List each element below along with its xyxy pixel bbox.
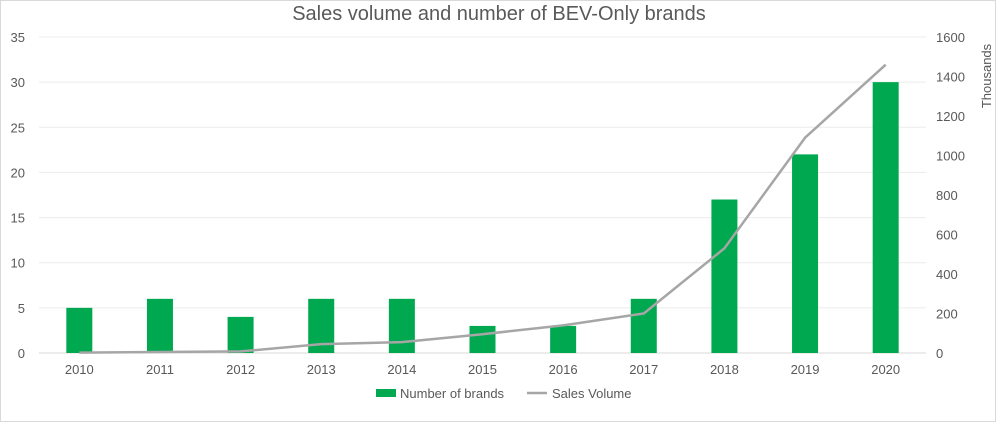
x-axis: 2010 2011 2012 2013 2014 2015 2016 2017 2018 2019… bbox=[65, 362, 900, 377]
x-tick-label: 2016 bbox=[549, 362, 578, 377]
bar bbox=[66, 307, 93, 353]
gridlines bbox=[39, 36, 926, 354]
x-tick-label: 2017 bbox=[629, 362, 658, 377]
x-tick-label: 2011 bbox=[146, 362, 174, 377]
bar bbox=[872, 82, 899, 354]
right-tick-label: 0 bbox=[936, 346, 943, 361]
bar bbox=[227, 316, 254, 353]
x-tick-label: 2018 bbox=[710, 362, 739, 377]
right-tick-label: 200 bbox=[936, 307, 958, 322]
bar-series bbox=[66, 82, 899, 354]
x-tick-label: 2013 bbox=[307, 362, 336, 377]
right-tick-label: 1600 bbox=[936, 30, 965, 45]
left-axis: 0 5 10 15 20 25 30 35 bbox=[11, 30, 25, 361]
right-tick-label: 1200 bbox=[936, 109, 965, 124]
x-tick-label: 2020 bbox=[871, 362, 900, 377]
x-tick-label: 2019 bbox=[791, 362, 820, 377]
sales-volume-line bbox=[79, 63, 887, 354]
left-tick-label: 30 bbox=[11, 75, 25, 90]
left-tick-label: 15 bbox=[11, 211, 25, 226]
legend-label-line: Sales Volume bbox=[552, 386, 632, 401]
x-tick-label: 2015 bbox=[468, 362, 497, 377]
legend-swatch-bars bbox=[376, 389, 396, 397]
bar bbox=[711, 199, 738, 353]
bar bbox=[388, 298, 415, 353]
bar bbox=[146, 298, 173, 353]
left-tick-label: 0 bbox=[18, 346, 25, 361]
line-series bbox=[79, 63, 887, 354]
x-tick-label: 2014 bbox=[387, 362, 416, 377]
left-tick-label: 35 bbox=[11, 30, 25, 45]
left-tick-label: 20 bbox=[11, 165, 25, 180]
right-axis: 0 200 400 600 800 1000 1200 1400 1600 bbox=[936, 30, 965, 361]
left-tick-label: 5 bbox=[18, 301, 25, 316]
bar bbox=[792, 154, 819, 353]
chart-title: Sales volume and number of BEV-Only bran… bbox=[292, 3, 706, 25]
x-tick-label: 2012 bbox=[226, 362, 255, 377]
right-tick-label: 400 bbox=[936, 267, 958, 282]
right-tick-label: 1400 bbox=[936, 70, 965, 85]
legend: Number of brands Sales Volume bbox=[376, 386, 632, 401]
bar bbox=[469, 325, 496, 353]
right-axis-label: Thousands bbox=[979, 43, 994, 108]
left-tick-label: 25 bbox=[11, 120, 25, 135]
right-tick-label: 800 bbox=[936, 188, 958, 203]
right-tick-label: 600 bbox=[936, 228, 958, 243]
x-tick-label: 2010 bbox=[65, 362, 94, 377]
right-tick-label: 1000 bbox=[936, 149, 965, 164]
legend-label-bars: Number of brands bbox=[400, 386, 505, 401]
left-tick-label: 10 bbox=[11, 256, 25, 271]
bar bbox=[550, 325, 577, 353]
